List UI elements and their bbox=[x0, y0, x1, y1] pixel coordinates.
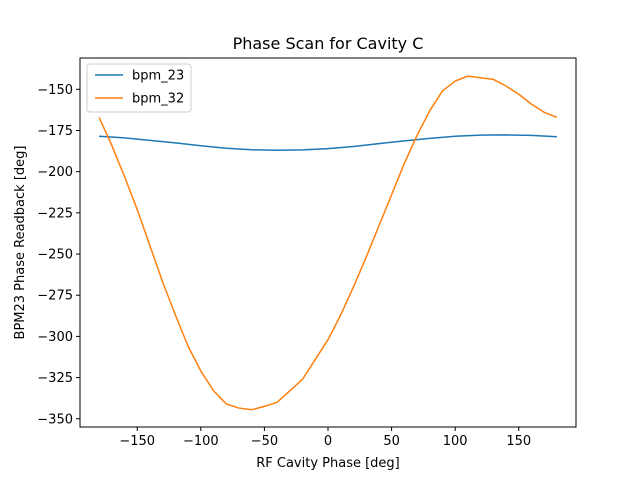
plot-area bbox=[98, 75, 558, 411]
x-tick-label: −50 bbox=[251, 434, 278, 449]
x-axis-label: RF Cavity Phase [deg] bbox=[256, 456, 400, 471]
y-tick-label: −175 bbox=[37, 124, 73, 139]
series-line-bpm-23 bbox=[99, 134, 557, 151]
y-tick-label: −275 bbox=[37, 289, 73, 304]
x-tick-label: 150 bbox=[506, 434, 531, 449]
legend-label-bpm-32: bpm_32 bbox=[132, 92, 184, 107]
legend: bpm_23 bpm_32 bbox=[86, 63, 192, 113]
x-tick-label: 100 bbox=[443, 434, 468, 449]
x-tick-label: −150 bbox=[119, 434, 155, 449]
y-axis-label: BPM23 Phase Readback [deg] bbox=[13, 146, 28, 340]
y-tick-label: −150 bbox=[37, 83, 73, 98]
y-tick-label: −200 bbox=[37, 165, 73, 180]
y-tick-label: −300 bbox=[37, 330, 73, 345]
legend-label-bpm-23: bpm_23 bbox=[132, 69, 184, 84]
x-tick-label: −100 bbox=[183, 434, 219, 449]
x-tick-label: 0 bbox=[324, 434, 332, 449]
series-line-bpm-32 bbox=[98, 75, 558, 411]
plot-frame bbox=[79, 57, 577, 428]
x-axis: −150 −100 −50 0 50 100 150 bbox=[119, 427, 531, 449]
y-tick-label: −325 bbox=[37, 371, 73, 386]
y-tick-label: −350 bbox=[37, 412, 73, 427]
x-tick-label: 50 bbox=[383, 434, 400, 449]
legend-box bbox=[86, 63, 192, 113]
chart-title: Phase Scan for Cavity C bbox=[233, 34, 424, 53]
y-axis: −350 −325 −300 −275 −250 −225 −200 −175 −150 bbox=[37, 83, 80, 427]
y-tick-label: −225 bbox=[37, 206, 73, 221]
y-tick-label: −250 bbox=[37, 248, 73, 263]
